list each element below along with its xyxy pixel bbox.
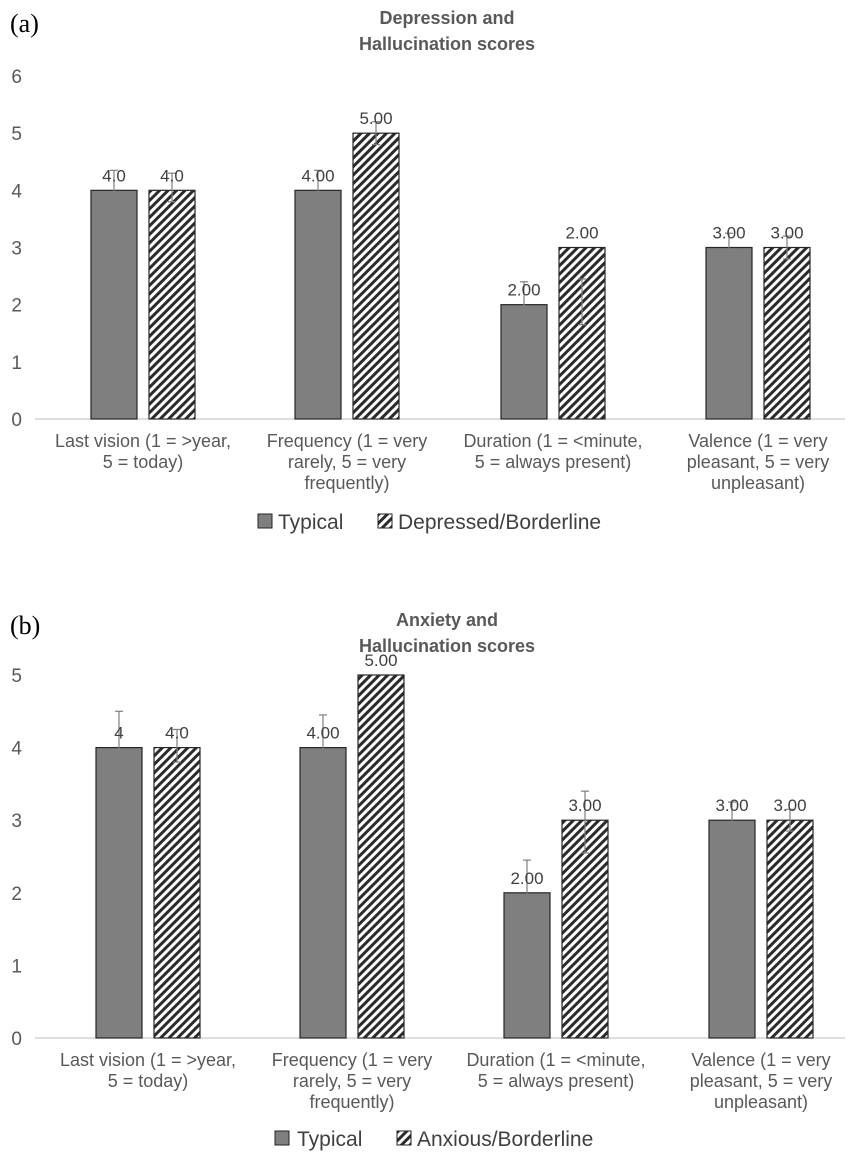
error-bar [168,172,176,203]
y-tick-label: 1 [11,353,22,374]
legend-swatch-comparison [396,1130,412,1146]
y-tick-label: 0 [11,410,22,431]
panel-a: (a) Depression and Hallucination scores 0 1 2… [10,8,845,534]
error-bar [523,859,531,927]
category-label: Frequency (1 = very [272,1050,433,1070]
y-tick-label: 3 [11,811,22,832]
legend-label: Typical [297,1128,362,1151]
chart-title-line: Anxiety and [396,610,498,630]
y-tick-label: 3 [11,239,22,260]
error-bar [173,728,181,763]
panel-label: (b) [10,611,40,640]
data-label: 3.00 [712,224,745,243]
chart-title-line: Depression and [379,8,514,28]
legend-swatch-typical [257,513,273,529]
category-label: Duration (1 = <minute, [463,431,642,451]
data-label: 2.00 [565,224,598,243]
category-label: pleasant, 5 = very [690,1071,833,1091]
data-label: 4.0 [160,166,184,185]
error-bar [110,169,118,214]
category-label: 5 = today) [103,452,184,472]
data-label: 4.00 [306,724,339,743]
data-label: 5.00 [359,109,392,128]
bar-comparison [153,746,201,1039]
y-tick-label: 1 [11,956,22,977]
data-label: 4.00 [301,166,334,185]
error-bar [578,278,586,326]
data-label: 5.00 [364,651,397,670]
y-tick-label: 6 [11,67,22,88]
error-bar [728,801,736,839]
data-label: 4.0 [165,724,189,743]
bar-comparison [763,246,811,420]
legend-label: Typical [278,511,343,534]
data-label: 2.00 [510,869,543,888]
category-label: Duration (1 = <minute, [466,1050,645,1070]
error-bar [372,121,380,146]
error-bar [786,808,794,832]
category-label: frequently) [304,473,389,493]
y-tick-label: 5 [11,124,22,145]
data-label: 2.00 [507,281,540,300]
legend: Typical Anxious/Borderline [274,1128,593,1151]
y-tick-label: 4 [11,739,22,760]
y-tick-label: 4 [11,181,22,202]
legend-label: Anxious/Borderline [417,1128,593,1151]
category-label: Valence (1 = very [688,431,827,451]
data-label: 3.00 [715,796,748,815]
bar-typical [500,304,548,420]
y-tick-label: 2 [11,884,22,905]
y-tick-label: 0 [11,1029,22,1050]
y-tick-label: 5 [11,666,22,687]
panel-label: (a) [10,9,39,38]
bar-comparison [558,246,606,420]
category-label: frequently) [309,1092,394,1112]
bar-typical [705,246,753,420]
legend-swatch-comparison [377,513,393,529]
category-label: Frequency (1 = very [267,431,428,451]
category-label: Last vision (1 = >year, [60,1050,236,1070]
legend: Typical Depressed/Borderline [257,511,601,534]
category-label: 5 = always present) [475,452,632,472]
error-bar [319,714,327,781]
error-bar [520,281,528,329]
data-label: 3.00 [773,796,806,815]
category-label: Last vision (1 = >year, [55,431,231,451]
category-label: pleasant, 5 = very [687,452,830,472]
error-bar [581,790,589,854]
bar-typical [90,189,138,420]
category-label: rarely, 5 = very [288,452,406,472]
bar-typical [299,746,347,1039]
chart-title-line: Hallucination scores [359,34,535,54]
bar-comparison [766,819,814,1039]
data-label: 4 [114,724,123,743]
bar-comparison [357,674,405,1039]
bar-comparison [561,819,609,1039]
legend-swatch-typical [274,1130,290,1146]
y-tick-label: 2 [11,296,22,317]
category-label: unpleasant) [711,473,805,493]
category-label: 5 = today) [108,1071,189,1091]
bar-typical [95,746,143,1039]
data-label: 4.0 [102,166,126,185]
error-bar [115,710,123,785]
bar-typical [294,189,342,420]
error-bar [783,235,791,260]
error-bar [725,232,733,260]
bar-typical [708,819,756,1039]
panel-b: (b) Anxiety and Hallucination scores 0 1 2 3 4 5… [10,610,845,1151]
bar-comparison [148,189,196,420]
category-label: unpleasant) [714,1092,808,1112]
chart-title-line: Hallucination scores [359,636,535,656]
category-label: 5 = always present) [478,1071,635,1091]
category-label: Valence (1 = very [691,1050,830,1070]
bar-comparison [352,132,400,420]
error-bar [314,169,322,214]
legend-label: Depressed/Borderline [398,511,601,534]
category-label: rarely, 5 = very [293,1071,411,1091]
data-label: 3.00 [568,796,601,815]
data-label: 3.00 [770,224,803,243]
